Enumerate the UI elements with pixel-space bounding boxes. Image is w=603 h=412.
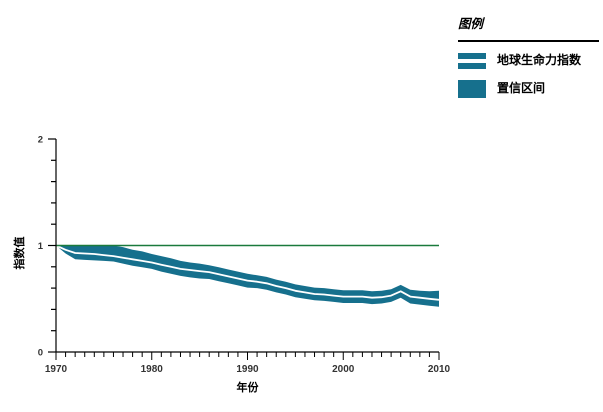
lpi-band-swatch-icon: [458, 53, 486, 69]
x-tick-label: 2000: [332, 364, 355, 375]
x-axis-label: 年份: [237, 380, 260, 394]
lpi-chart: 0 1 2 1970 1980 1990 2000 2010 年份 指数值: [12, 135, 451, 395]
legend-item-lpi: 地球生命力指数: [458, 53, 599, 69]
x-tick-label: 1970: [45, 364, 68, 375]
x-tick-label: 1990: [236, 364, 259, 375]
swatch-bar-top: [458, 53, 486, 59]
y-tick-label: 0: [38, 348, 43, 359]
confidence-swatch-icon: [458, 80, 486, 98]
legend-divider: [458, 40, 599, 42]
legend-label-confidence: 置信区间: [497, 81, 546, 96]
legend-label-lpi: 地球生命力指数: [497, 53, 582, 68]
legend-item-confidence: 置信区间: [458, 80, 599, 98]
lpi-line: [55, 244, 440, 301]
swatch-bar-bottom: [458, 63, 486, 69]
chart-area: 0 1 2 1970 1980 1990 2000 2010 年份 指数值: [12, 135, 451, 395]
x-tick-label: 2010: [428, 364, 451, 375]
legend-title: 图例: [458, 17, 484, 31]
x-tick-label: 1980: [141, 364, 164, 375]
y-tick-label: 2: [38, 135, 43, 146]
legend: 图例 地球生命力指数 置信区间: [458, 13, 599, 98]
y-axis-label: 指数值: [12, 237, 26, 270]
confidence-band: [56, 245, 439, 307]
y-tick-label: 1: [38, 241, 44, 252]
